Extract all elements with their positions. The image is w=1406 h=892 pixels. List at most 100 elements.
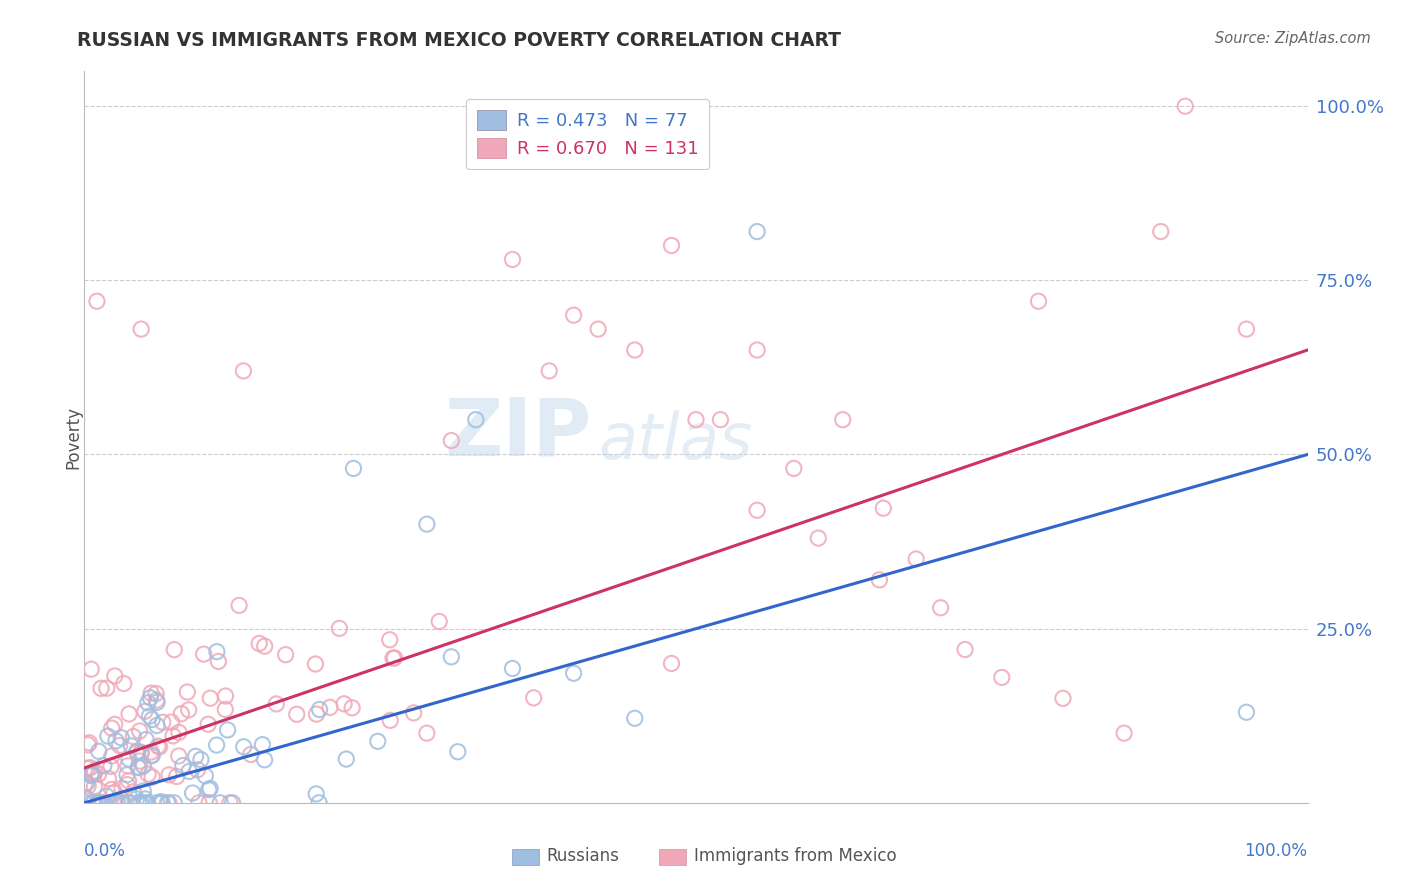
Point bbox=[1114, 726, 1136, 740]
Point bbox=[117, 773, 139, 788]
Point bbox=[184, 749, 207, 764]
Point bbox=[87, 796, 110, 810]
Point bbox=[217, 723, 239, 737]
Point bbox=[1052, 691, 1074, 706]
Point bbox=[228, 599, 250, 613]
Point bbox=[146, 695, 169, 709]
Text: Russians: Russians bbox=[547, 847, 620, 865]
Point bbox=[136, 796, 159, 810]
Point bbox=[104, 669, 127, 683]
Point bbox=[214, 702, 236, 716]
Point bbox=[91, 796, 114, 810]
Point bbox=[117, 759, 139, 773]
Point bbox=[104, 796, 127, 810]
Point bbox=[136, 696, 159, 710]
Point bbox=[198, 781, 221, 796]
Point bbox=[111, 781, 134, 796]
Text: Source: ZipAtlas.com: Source: ZipAtlas.com bbox=[1215, 31, 1371, 46]
Point bbox=[162, 729, 184, 743]
Point bbox=[172, 758, 194, 772]
Point bbox=[198, 796, 221, 810]
Point bbox=[83, 764, 105, 779]
Point bbox=[197, 782, 219, 797]
Point bbox=[104, 734, 127, 748]
Point bbox=[127, 760, 149, 774]
Point bbox=[624, 711, 647, 725]
Point bbox=[342, 461, 364, 475]
Point bbox=[87, 767, 110, 781]
Point bbox=[305, 707, 328, 722]
Point bbox=[134, 705, 156, 719]
Point bbox=[181, 786, 204, 800]
Point bbox=[138, 709, 160, 723]
Point bbox=[308, 796, 330, 810]
Text: 0.0%: 0.0% bbox=[84, 842, 127, 860]
Point bbox=[76, 761, 98, 775]
Point bbox=[685, 412, 707, 426]
Point bbox=[82, 767, 104, 781]
Point bbox=[75, 790, 97, 805]
Point bbox=[190, 753, 212, 767]
Point bbox=[194, 769, 217, 783]
Point bbox=[90, 796, 112, 810]
Point bbox=[132, 784, 155, 798]
Point bbox=[128, 761, 150, 775]
Point bbox=[187, 796, 209, 810]
Legend: R = 0.473   N = 77, R = 0.670   N = 131: R = 0.473 N = 77, R = 0.670 N = 131 bbox=[467, 99, 710, 169]
Point bbox=[122, 785, 145, 799]
Point bbox=[440, 649, 463, 664]
Point bbox=[104, 717, 127, 731]
Point bbox=[232, 364, 254, 378]
Point bbox=[93, 758, 115, 772]
Text: atlas: atlas bbox=[598, 409, 752, 472]
Point bbox=[135, 732, 157, 747]
Point bbox=[145, 693, 167, 707]
Point bbox=[872, 501, 894, 516]
Point bbox=[807, 531, 830, 545]
Point bbox=[214, 689, 236, 703]
Point bbox=[266, 697, 288, 711]
Point bbox=[170, 706, 193, 721]
Point bbox=[132, 759, 155, 773]
Point bbox=[86, 294, 108, 309]
Point bbox=[108, 739, 131, 753]
Point bbox=[416, 517, 439, 532]
Point bbox=[163, 796, 186, 810]
Point bbox=[146, 718, 169, 732]
Text: 100.0%: 100.0% bbox=[1244, 842, 1308, 860]
Text: ZIP: ZIP bbox=[444, 394, 592, 473]
Point bbox=[179, 764, 201, 779]
Point bbox=[100, 782, 122, 797]
Point bbox=[90, 796, 112, 810]
Point bbox=[464, 412, 486, 426]
Point bbox=[80, 662, 103, 676]
Point bbox=[112, 676, 135, 690]
Point bbox=[80, 766, 103, 780]
Point bbox=[76, 776, 98, 790]
Point bbox=[209, 796, 232, 810]
Point bbox=[131, 746, 153, 760]
Point bbox=[96, 681, 118, 696]
Point bbox=[221, 796, 243, 810]
Point bbox=[661, 238, 683, 252]
Point bbox=[253, 639, 276, 653]
Point bbox=[149, 795, 172, 809]
Point bbox=[252, 738, 274, 752]
Point bbox=[440, 434, 463, 448]
Point bbox=[1236, 322, 1258, 336]
Point bbox=[1174, 99, 1197, 113]
Point bbox=[156, 796, 179, 810]
Point bbox=[100, 721, 122, 735]
Point bbox=[97, 772, 120, 786]
Point bbox=[120, 739, 142, 753]
Point bbox=[146, 739, 169, 753]
Point bbox=[83, 796, 105, 810]
Point bbox=[378, 632, 401, 647]
Point bbox=[101, 748, 124, 763]
Point bbox=[367, 734, 389, 748]
Point bbox=[167, 748, 190, 763]
Point bbox=[83, 780, 105, 794]
Point bbox=[127, 745, 149, 759]
Point bbox=[141, 770, 163, 784]
Point bbox=[100, 759, 122, 773]
